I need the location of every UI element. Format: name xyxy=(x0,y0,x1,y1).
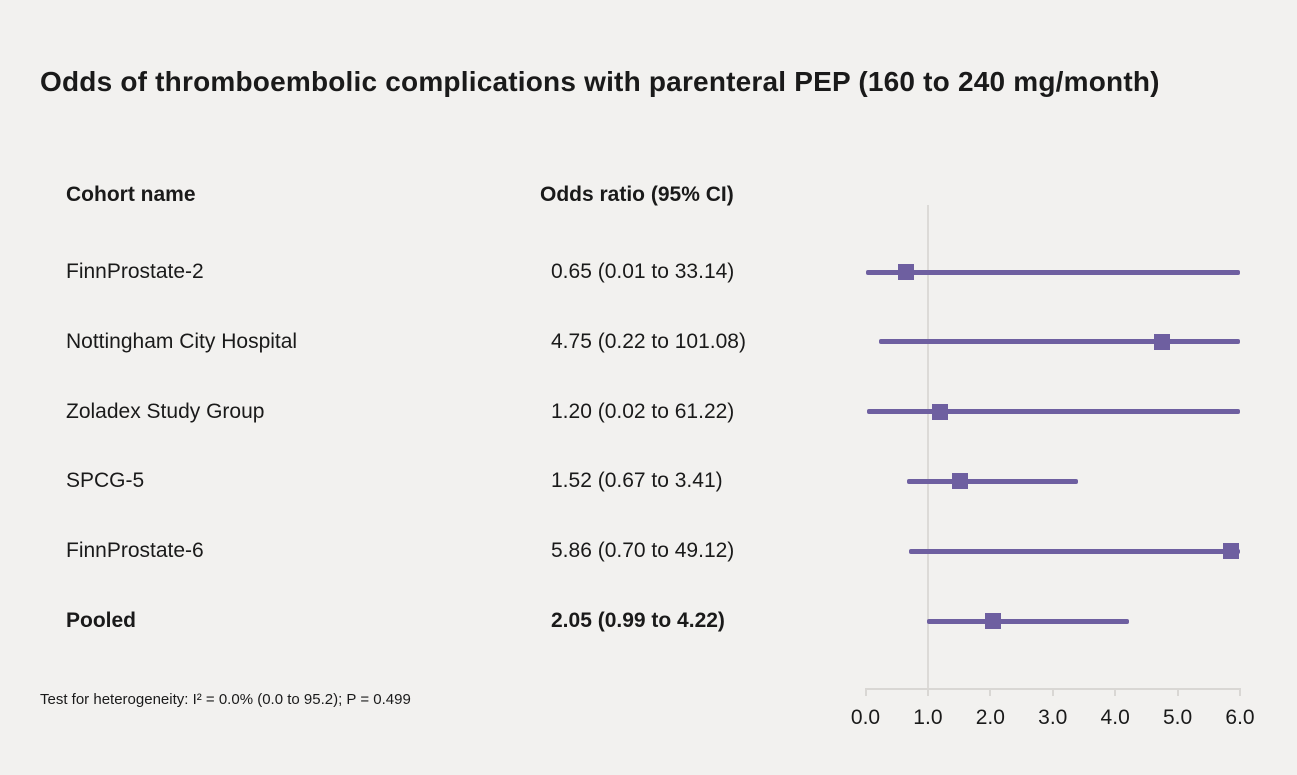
x-axis-tick xyxy=(989,688,992,696)
column-header-odds: Odds ratio (95% CI) xyxy=(540,183,734,206)
odds-ratio-value: 2.05 (0.99 to 4.22) xyxy=(551,609,725,632)
x-axis-tick xyxy=(1051,688,1054,696)
heterogeneity-note: Test for heterogeneity: I² = 0.0% (0.0 t… xyxy=(40,691,411,708)
or-marker xyxy=(1153,333,1170,350)
ci-line xyxy=(866,269,1240,275)
cohort-label: SPCG-5 xyxy=(66,469,145,493)
chart-title: Odds of thromboembolic complications wit… xyxy=(40,66,1160,97)
or-marker xyxy=(1223,543,1240,560)
odds-ratio-value: 5.86 (0.70 to 49.12) xyxy=(551,539,735,563)
or-marker xyxy=(898,264,915,280)
x-axis-tick-label: 5.0 xyxy=(1162,706,1193,729)
ci-line xyxy=(927,618,1129,624)
cohort-label: FinnProstate-2 xyxy=(66,260,204,283)
x-axis-tick xyxy=(1114,688,1117,696)
cohort-label: Pooled xyxy=(66,609,137,632)
odds-ratio-value: 1.52 (0.67 to 3.41) xyxy=(551,469,723,493)
cohort-label: Nottingham City Hospital xyxy=(66,329,298,353)
x-axis-tick-label: 0.0 xyxy=(850,706,881,729)
x-axis-tick-label: 1.0 xyxy=(913,706,943,729)
x-axis-tick-label: 2.0 xyxy=(975,706,1005,729)
odds-ratio-value: 4.75 (0.22 to 101.08) xyxy=(551,329,746,353)
ci-line xyxy=(907,478,1079,484)
or-marker xyxy=(932,403,949,420)
ci-line xyxy=(879,339,1240,345)
x-axis-tick xyxy=(926,688,929,696)
ci-line xyxy=(866,409,1240,415)
odds-ratio-value: 1.20 (0.02 to 61.22) xyxy=(551,399,735,423)
x-axis-tick-label: 4.0 xyxy=(1100,706,1130,729)
odds-ratio-value: 0.65 (0.01 to 33.14) xyxy=(551,260,735,283)
cohort-label: FinnProstate-6 xyxy=(66,539,204,563)
or-marker xyxy=(952,473,969,490)
column-header-cohort: Cohort name xyxy=(66,183,196,206)
reference-line xyxy=(926,205,929,688)
ci-line xyxy=(909,548,1240,554)
x-axis-tick xyxy=(864,688,867,696)
x-axis-tick-label: 3.0 xyxy=(1038,706,1068,729)
x-axis-tick xyxy=(1239,688,1241,696)
x-axis-tick xyxy=(1176,688,1179,696)
or-marker xyxy=(985,613,1002,629)
x-axis-tick-label: 6.0 xyxy=(1225,706,1255,729)
cohort-label: Zoladex Study Group xyxy=(66,399,265,423)
